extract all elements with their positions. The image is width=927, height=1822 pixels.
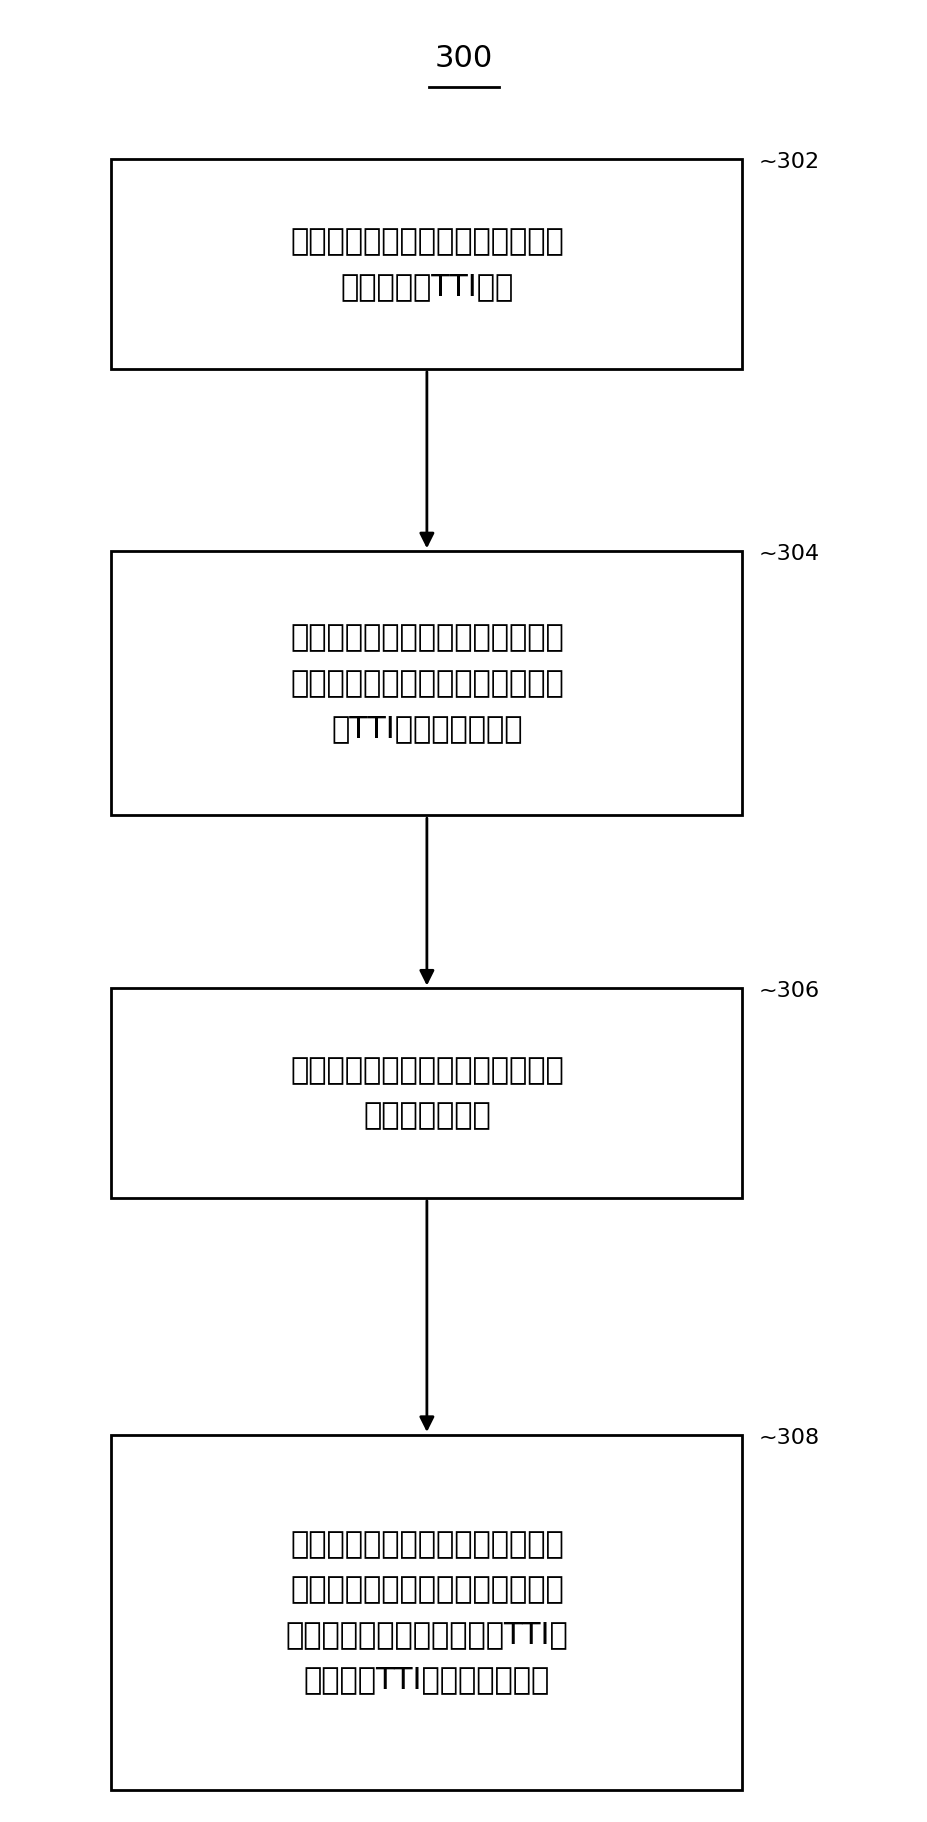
Bar [111, 550, 742, 816]
Text: 根据所述相干时间估计数据与所述
第一阈值的比较结果及所述建立的
对应关系，从所述两个候选TTI长
度中调度TTI长度至通信基站: 根据所述相干时间估计数据与所述 第一阈值的比较结果及所述建立的 对应关系，从所述… [286, 1530, 567, 1694]
Text: 获取相干时间估计数据、第一阈值
及两个候选TTI长度: 获取相干时间估计数据、第一阈值 及两个候选TTI长度 [290, 228, 563, 301]
Bar [111, 1436, 742, 1789]
Text: 建立所述相干时间估计数据和所述
第一阈值的比较结果与所述两个候
选TTI长度的对应关系: 建立所述相干时间估计数据和所述 第一阈值的比较结果与所述两个候 选TTI长度的对… [290, 623, 563, 743]
Text: ~306: ~306 [758, 980, 819, 1000]
Bar [111, 988, 742, 1199]
Text: 将所述相干时间估计数据与所述第
一阈值进行比较: 将所述相干时间估计数据与所述第 一阈值进行比较 [290, 1057, 563, 1130]
Text: ~304: ~304 [758, 543, 819, 563]
Text: 300: 300 [435, 44, 492, 73]
Text: ~308: ~308 [758, 1428, 819, 1447]
Bar [111, 159, 742, 368]
Text: ~302: ~302 [758, 151, 819, 171]
